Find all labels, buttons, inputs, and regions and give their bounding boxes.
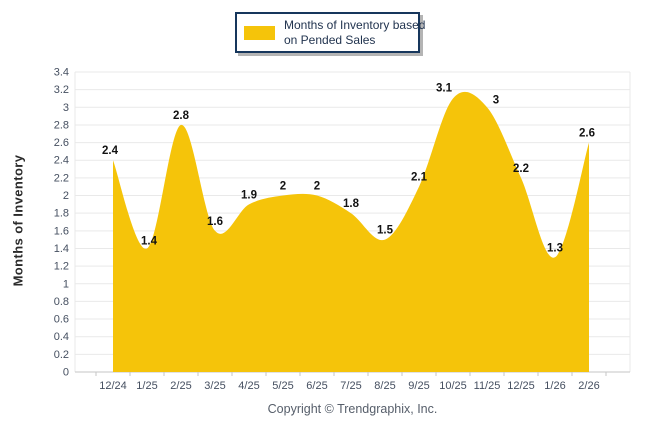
x-tick-label: 4/25 xyxy=(238,380,259,392)
y-tick-label: 1.2 xyxy=(54,261,69,273)
legend-label-line1: Months of Inventory based xyxy=(284,17,426,32)
x-tick-label: 1/25 xyxy=(136,380,157,392)
y-tick-label: 0.4 xyxy=(54,331,69,343)
y-tick-label: 0.6 xyxy=(54,314,69,326)
y-tick-label: 2.4 xyxy=(54,155,69,167)
data-label: 1.5 xyxy=(377,225,394,237)
y-tick-label: 0.2 xyxy=(54,349,69,361)
y-tick-label: 2.2 xyxy=(54,172,69,184)
y-tick-label: 0.8 xyxy=(54,296,69,308)
y-axis-title: Months of Inventory xyxy=(10,154,26,287)
x-tick-label: 2/25 xyxy=(170,380,191,392)
x-tick-label: 9/25 xyxy=(408,380,429,392)
x-tick-label: 1/26 xyxy=(544,380,565,392)
data-label: 1.8 xyxy=(343,198,360,210)
x-tick-label: 12/24 xyxy=(99,380,127,392)
y-tick-label: 3.2 xyxy=(54,84,69,96)
y-tick-label: 1.4 xyxy=(54,243,69,255)
legend-label: Months of Inventory based on Pended Sale… xyxy=(284,18,425,48)
legend-swatch-icon xyxy=(244,25,275,40)
area-series-pended-sales xyxy=(113,91,589,372)
x-tick-label: 7/25 xyxy=(340,380,361,392)
x-tick-label: 12/25 xyxy=(507,380,535,392)
y-tick-label: 0 xyxy=(63,367,69,379)
legend-label-line2: on Pended Sales xyxy=(284,32,376,47)
y-tick-label: 3 xyxy=(63,102,69,114)
y-tick-label: 1 xyxy=(63,278,69,290)
data-label: 2 xyxy=(280,181,286,193)
x-tick-label: 2/26 xyxy=(578,380,599,392)
data-label: 2 xyxy=(314,181,320,193)
x-tick-label: 8/25 xyxy=(374,380,395,392)
y-tick-label: 3.4 xyxy=(54,67,69,79)
data-label: 1.3 xyxy=(547,242,563,254)
x-tick-label: 5/25 xyxy=(272,380,293,392)
data-label: 2.2 xyxy=(513,163,529,175)
y-tick-label: 2.6 xyxy=(54,137,69,149)
data-label: 2.1 xyxy=(411,172,428,184)
data-label: 2.8 xyxy=(173,110,190,122)
data-label: 1.4 xyxy=(141,235,158,247)
copyright-text: Copyright © Trendgraphix, Inc. xyxy=(267,402,438,416)
x-tick-label: 10/25 xyxy=(439,380,467,392)
y-tick-label: 2 xyxy=(63,190,69,202)
data-label: 3 xyxy=(493,94,499,106)
data-label: 1.9 xyxy=(241,189,257,201)
data-label: 1.6 xyxy=(207,216,223,228)
data-label: 2.6 xyxy=(579,128,595,140)
y-tick-label: 2.8 xyxy=(54,119,69,131)
x-tick-label: 6/25 xyxy=(306,380,327,392)
y-tick-label: 1.6 xyxy=(54,225,69,237)
data-label: 2.4 xyxy=(102,145,119,157)
x-tick-label: 11/25 xyxy=(474,380,501,392)
data-label: 3.1 xyxy=(436,82,453,94)
legend: Months of Inventory based on Pended Sale… xyxy=(235,12,425,53)
x-tick-label: 3/25 xyxy=(204,380,225,392)
y-tick-label: 1.8 xyxy=(54,208,69,220)
